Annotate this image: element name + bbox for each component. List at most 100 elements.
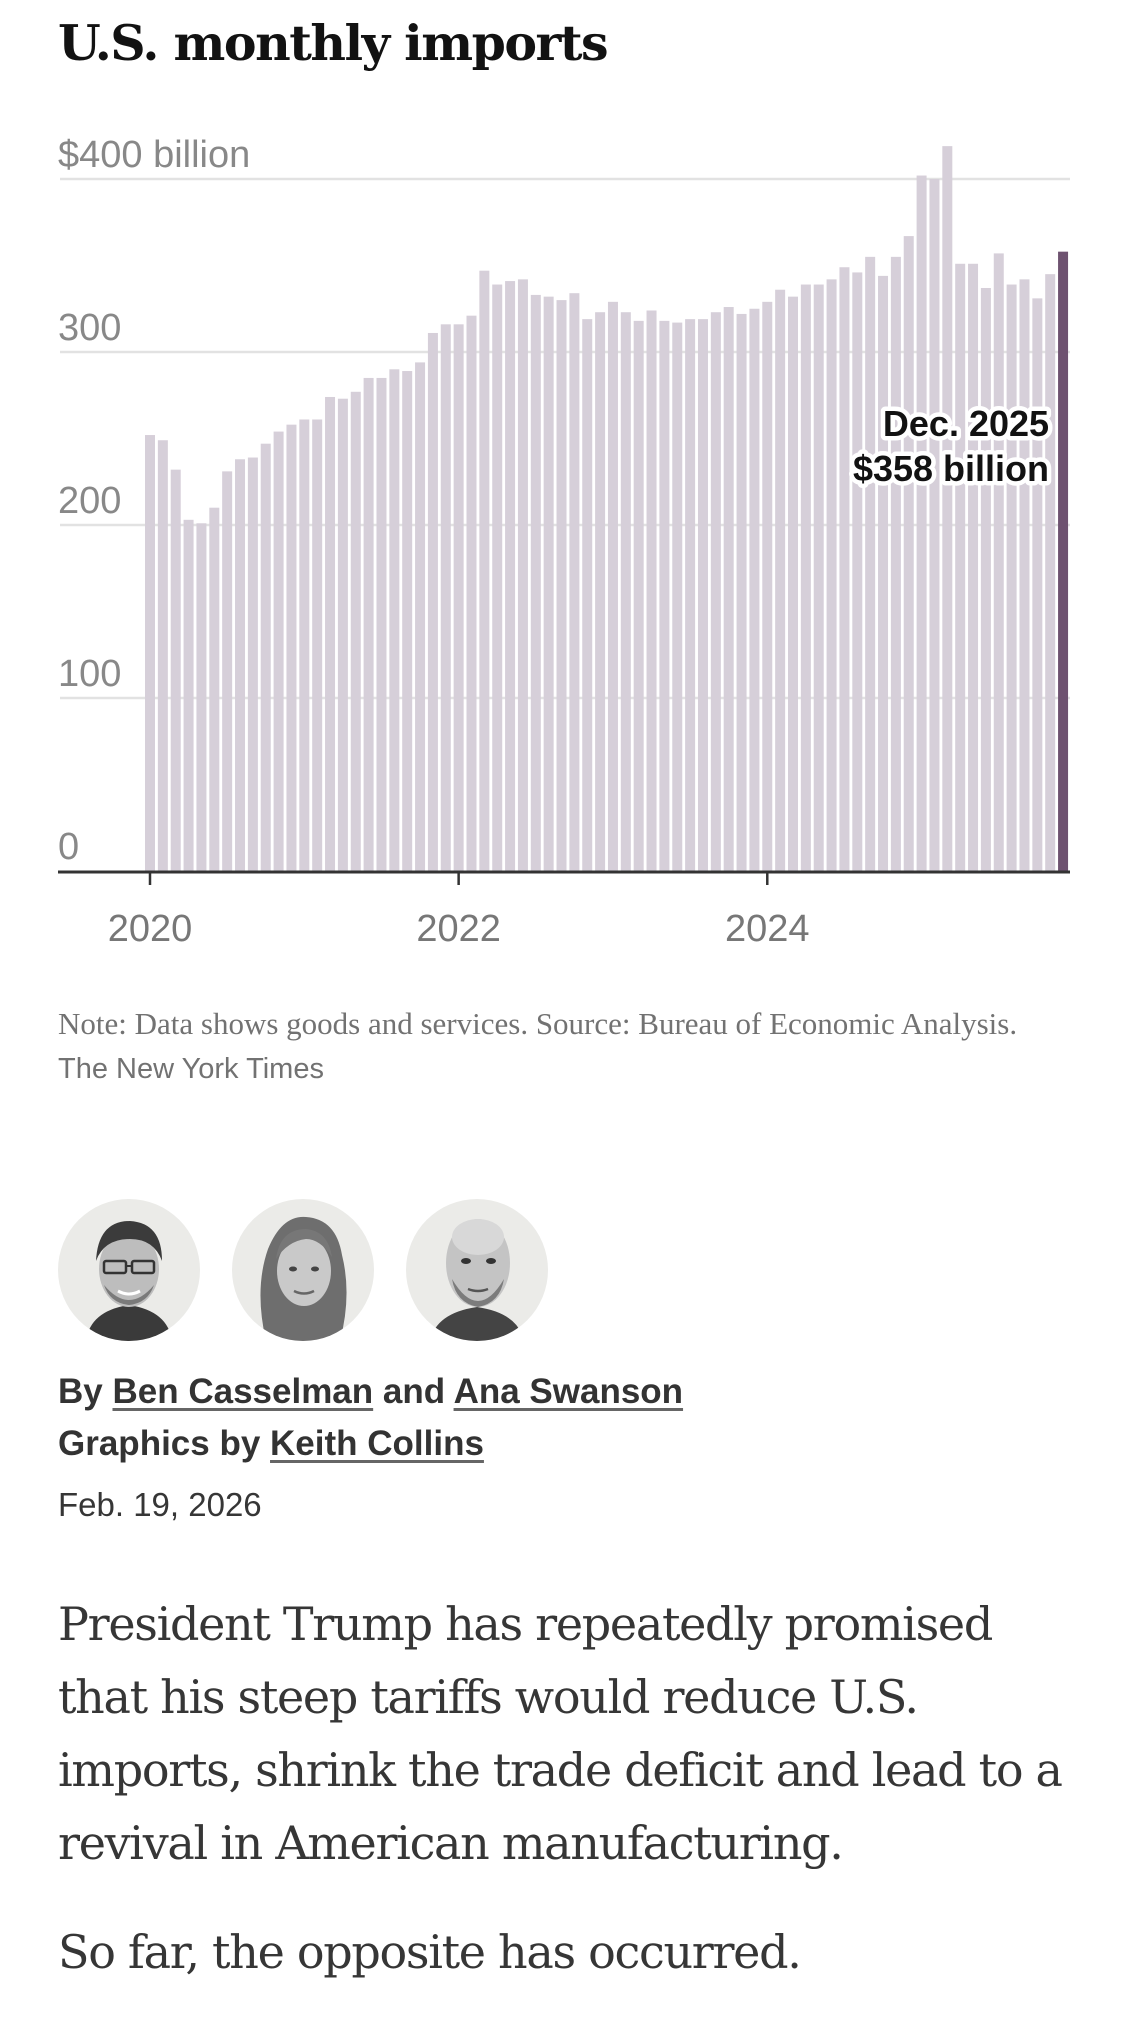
bar: [723, 307, 734, 871]
bar: [955, 263, 966, 871]
person-with-glasses-avatar-icon: [86, 1221, 172, 1341]
bar: [273, 431, 284, 871]
bar: [183, 519, 194, 871]
bar: [582, 319, 593, 871]
bar: [968, 263, 979, 871]
byline-graphics: Graphics by Keith Collins: [58, 1418, 683, 1470]
bars: [145, 146, 1069, 872]
byline: By Ben Casselman and Ana Swanson Graphic…: [58, 1366, 683, 1470]
bar: [993, 253, 1004, 871]
y-tick-label-400: $400 billion: [58, 134, 250, 176]
bar: [350, 391, 361, 871]
x-tick-label-2020: 2020: [108, 908, 193, 950]
bar: [852, 272, 863, 871]
bar: [286, 424, 297, 871]
bar: [929, 179, 940, 871]
bar: [299, 419, 310, 871]
bar: [247, 457, 258, 871]
bar: [788, 296, 798, 871]
bar: [505, 281, 516, 871]
bar: [235, 459, 246, 871]
bar: [1045, 274, 1056, 871]
bar: [492, 284, 503, 871]
x-axis-ticks: 2020 2022 2024: [108, 871, 810, 950]
author-avatars: [58, 1199, 548, 1341]
bar: [697, 319, 708, 871]
avatar-keith-collins[interactable]: [406, 1199, 548, 1341]
article-body: President Trump has repeatedly promised …: [58, 1588, 1088, 2025]
bar: [325, 396, 336, 871]
chart-title: U.S. monthly imports: [58, 14, 609, 72]
bar: [363, 377, 374, 871]
bar: [209, 507, 220, 871]
bar: [196, 523, 207, 871]
chart-note: Note: Data shows goods and services. Sou…: [58, 1002, 1058, 1091]
bar: [672, 322, 683, 872]
bar: [685, 319, 696, 871]
y-tick-label-0: 0: [58, 826, 79, 868]
bar: [1019, 279, 1030, 872]
imports-bar-chart: 0 100 200 300 $400 billion 2020 2022 2024 Dec.…: [58, 134, 1070, 950]
bar: [865, 256, 876, 872]
bar: [453, 324, 464, 871]
y-tick-label-200: 200: [58, 480, 121, 522]
bar: [646, 310, 657, 871]
avatar-ben-casselman[interactable]: [58, 1199, 200, 1341]
bar: [813, 284, 824, 871]
bar: [170, 469, 181, 871]
bar: [775, 289, 786, 872]
bar: [890, 256, 901, 872]
byline-authors: By Ben Casselman and Ana Swanson: [58, 1366, 683, 1418]
bar: [415, 362, 426, 871]
bar: [402, 371, 413, 871]
bar: [749, 308, 760, 871]
bar: [427, 332, 438, 872]
annotation-value: $358 billion: [853, 448, 1049, 489]
bar: [389, 369, 400, 871]
avatar-ana-swanson[interactable]: [232, 1199, 374, 1341]
author-link-ben-casselman[interactable]: Ben Casselman: [112, 1372, 374, 1411]
bar: [569, 293, 580, 871]
graphics-prefix: Graphics by: [58, 1424, 261, 1463]
bar: [1006, 284, 1017, 871]
bar: [337, 398, 348, 871]
bar: [736, 313, 747, 871]
x-tick-label-2024: 2024: [725, 908, 810, 950]
bar: [826, 279, 837, 872]
bar: [607, 301, 618, 871]
bar-highlight: [1058, 251, 1069, 871]
byline-prefix: By: [58, 1372, 103, 1411]
bar: [222, 471, 233, 871]
bar: [479, 270, 490, 871]
y-axis-labels: 0 100 200 300 $400 billion: [58, 134, 250, 868]
bar: [1032, 298, 1043, 871]
bar: [145, 435, 155, 871]
paragraph-1: President Trump has repeatedly promised …: [58, 1597, 1063, 1870]
paragraph-2: So far, the opposite has occurred.: [58, 1925, 802, 1979]
y-tick-label-100: 100: [58, 653, 121, 695]
bar: [157, 440, 168, 871]
bar: [376, 377, 387, 871]
bar: [440, 324, 451, 871]
x-tick-label-2022: 2022: [416, 908, 501, 950]
annotation: Dec. 2025 $358 billion: [848, 399, 1053, 494]
bar: [260, 443, 271, 871]
author-link-keith-collins[interactable]: Keith Collins: [270, 1424, 484, 1463]
publish-date: Feb. 19, 2026: [58, 1486, 262, 1523]
bar: [800, 284, 811, 871]
annotation-date: Dec. 2025: [883, 403, 1049, 444]
bar: [312, 419, 323, 871]
bar: [659, 320, 670, 871]
note-credit: The New York Times: [58, 1053, 324, 1085]
bar: [466, 315, 477, 871]
bar: [595, 312, 606, 871]
author-link-ana-swanson[interactable]: Ana Swanson: [453, 1372, 684, 1411]
bar: [620, 312, 631, 871]
bar: [710, 312, 721, 871]
bar: [839, 267, 850, 871]
bar: [543, 296, 554, 871]
bar: [903, 236, 914, 872]
bar: [530, 294, 541, 871]
y-tick-label-300: 300: [58, 307, 121, 349]
